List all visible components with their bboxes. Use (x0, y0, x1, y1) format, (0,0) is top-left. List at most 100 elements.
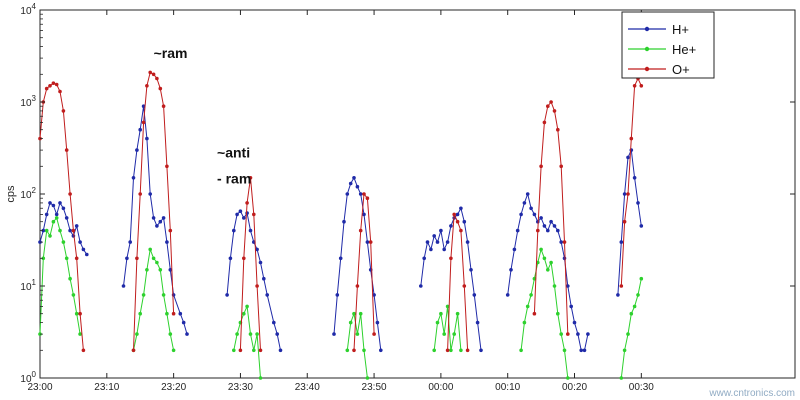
data-point (619, 240, 624, 244)
data-point (145, 84, 149, 88)
data-point (432, 348, 437, 353)
data-point (242, 256, 246, 261)
data-point (352, 348, 356, 353)
data-point (138, 127, 142, 132)
data-point (64, 216, 69, 220)
data-point (542, 120, 547, 125)
data-point (629, 136, 634, 141)
data-point (48, 201, 52, 205)
data-point (469, 268, 473, 272)
data-point (626, 155, 630, 160)
data-point (556, 127, 560, 132)
legend-marker (644, 66, 650, 72)
data-point (85, 252, 89, 257)
data-point (632, 304, 637, 309)
data-point (549, 100, 553, 104)
data-point (619, 284, 624, 288)
y-tick-label: 100 (20, 370, 36, 385)
legend: H+ He+ O+ (621, 11, 715, 79)
data-point (255, 284, 259, 288)
data-point (419, 284, 423, 288)
data-point (348, 181, 353, 186)
data-point (248, 176, 253, 180)
data-point (165, 164, 169, 169)
data-point (465, 348, 470, 353)
y-tick-label: 101 (20, 278, 36, 293)
data-point (232, 228, 236, 233)
series-layer (38, 70, 644, 380)
data-point (71, 228, 76, 233)
x-tick-label: 23:30 (228, 382, 253, 393)
data-point (165, 311, 169, 316)
data-point (158, 219, 163, 224)
data-point (569, 304, 573, 309)
data-point (235, 212, 239, 217)
data-point (559, 240, 563, 244)
data-point (138, 192, 142, 196)
data-point (522, 201, 527, 205)
data-point (539, 247, 543, 252)
data-point (51, 81, 56, 85)
data-point (44, 228, 49, 233)
data-point (586, 332, 590, 336)
data-point (345, 348, 350, 353)
data-point (455, 311, 460, 316)
data-point (566, 332, 570, 336)
data-point (546, 104, 550, 108)
data-point (348, 320, 353, 325)
x-tick-label: 00:00 (428, 382, 453, 393)
data-point (71, 293, 76, 297)
data-point (365, 196, 370, 200)
data-point (145, 268, 149, 272)
data-point (462, 219, 467, 224)
data-point (148, 192, 152, 196)
legend-label: He+ (672, 42, 696, 57)
data-point (622, 348, 627, 353)
data-point (539, 216, 543, 220)
data-point (74, 256, 79, 261)
data-point (449, 256, 453, 261)
data-point (74, 224, 79, 228)
x-tick-label: 23:00 (27, 382, 52, 393)
data-point (566, 284, 570, 288)
data-point (338, 256, 343, 261)
series-o-plus (38, 70, 644, 353)
data-point (252, 348, 256, 353)
data-point (455, 212, 460, 217)
data-point (422, 256, 427, 261)
data-point (121, 284, 126, 288)
series-line (226, 210, 281, 351)
data-point (81, 247, 86, 252)
data-point (629, 311, 634, 316)
data-point (165, 240, 169, 244)
data-point (512, 247, 517, 252)
data-point (54, 212, 59, 217)
data-point (546, 228, 550, 233)
y-axis: 100 101 102 103 104 (20, 2, 795, 385)
data-point (619, 376, 624, 380)
data-point (459, 206, 463, 211)
data-point (148, 70, 152, 75)
data-point (41, 256, 46, 261)
data-point (379, 348, 383, 353)
data-point (128, 240, 132, 244)
data-point (81, 348, 86, 353)
data-point (439, 228, 443, 233)
annotation: ~ram (154, 45, 188, 61)
data-point (465, 240, 470, 244)
data-point (278, 348, 283, 353)
data-point (68, 228, 72, 233)
data-point (559, 164, 563, 169)
series-h-plus (38, 104, 644, 353)
data-point (445, 304, 450, 309)
data-point (532, 212, 537, 217)
data-point (232, 348, 236, 353)
legend-box (621, 11, 715, 79)
data-point (61, 109, 66, 113)
data-point (185, 332, 189, 336)
x-tick-label: 23:20 (161, 382, 186, 393)
data-point (158, 268, 163, 272)
data-point (58, 228, 62, 233)
data-point (61, 240, 66, 244)
data-point (272, 320, 276, 325)
